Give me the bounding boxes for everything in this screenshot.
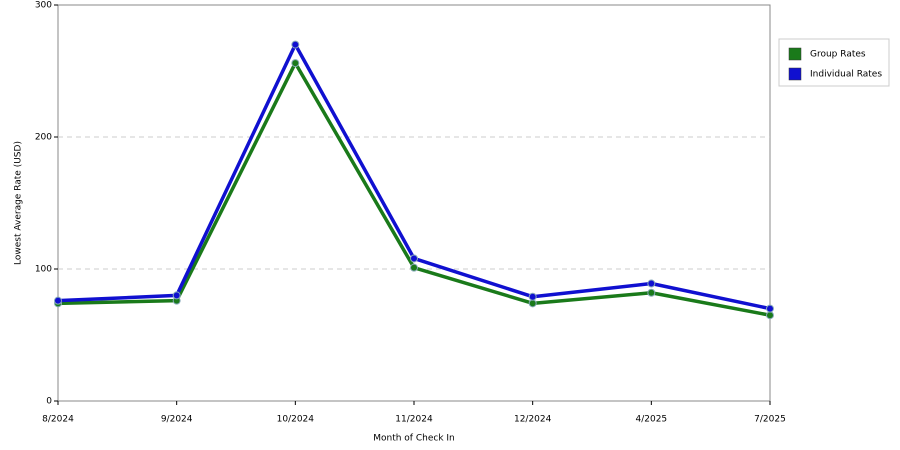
point: [766, 311, 774, 320]
legend-label: Individual Rates: [810, 70, 882, 80]
x-tick-label: 8/2024: [42, 415, 74, 425]
point: [528, 299, 537, 308]
plot-frame: [57, 4, 771, 402]
legend-swatch: [788, 67, 802, 81]
x-tick-label: 4/2025: [635, 415, 667, 425]
point: [291, 59, 300, 68]
point: [647, 279, 656, 288]
x-tick-label: 11/2024: [395, 415, 433, 425]
x-tick-label: 12/2024: [514, 415, 552, 425]
point: [766, 304, 774, 313]
legend-swatch: [788, 47, 802, 61]
series-line: [57, 61, 771, 317]
y-tick-label: 200: [35, 133, 52, 143]
x-axis-label: Month of Check In: [373, 434, 455, 444]
x-tick-label: 9/2024: [161, 415, 193, 425]
legend-label: Group Rates: [810, 50, 866, 60]
x-tick-label: 7/2025: [754, 415, 786, 425]
x-tick-label: 10/2024: [277, 415, 315, 425]
y-tick-label: 100: [35, 265, 52, 275]
point: [291, 40, 300, 49]
point: [54, 296, 62, 305]
point: [172, 291, 181, 300]
point: [528, 292, 537, 301]
y-tick-label: 0: [46, 397, 52, 407]
point: [647, 288, 656, 297]
point: [410, 254, 418, 263]
y-tick-label: 300: [35, 1, 52, 11]
point: [410, 263, 418, 272]
y-axis-label: Lowest Average Rate (USD): [14, 141, 24, 265]
